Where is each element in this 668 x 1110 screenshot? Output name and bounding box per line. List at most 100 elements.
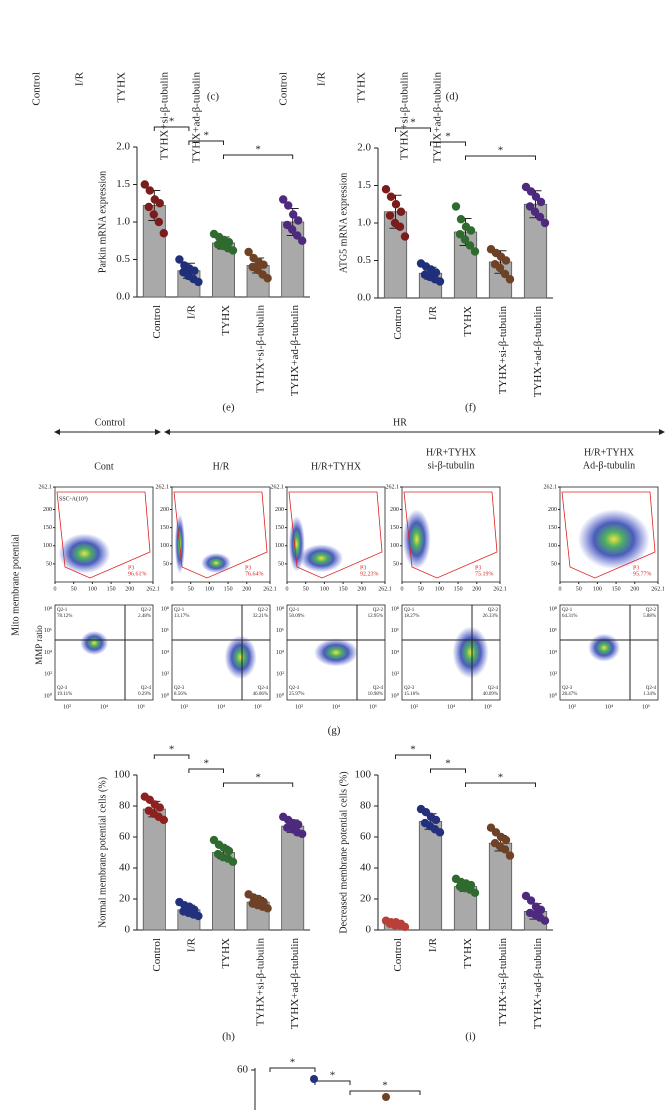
data-point (190, 266, 199, 275)
data-point (194, 277, 203, 287)
x-tick-label: 10⁶ (254, 704, 262, 710)
y-tick-label: 100 (390, 543, 399, 549)
gate-pct: 75.19% (475, 571, 494, 577)
density-cloud (58, 533, 111, 574)
data-point (435, 828, 445, 837)
x-tick-label: 10⁶ (137, 704, 145, 710)
quadrant-name: Q2-4 (488, 686, 499, 691)
quadrant-name: Q2-3 (404, 686, 415, 691)
y-tick-label: 150 (160, 525, 169, 531)
y-tick-label: 10² (44, 672, 52, 678)
y-axis-label: MMP ratio (34, 625, 44, 665)
quadrant-pct: 32.21% (253, 614, 268, 619)
category-label: I/R (316, 71, 328, 86)
x-tick-label: 262.1 (146, 586, 160, 592)
x-tick-label: 10² (568, 704, 576, 710)
y-tick-label: 200 (390, 507, 399, 513)
gate-pct: 96.61% (128, 571, 147, 577)
y-tick-label: 2.0 (357, 142, 371, 154)
quadrant-pct: 12.95% (368, 614, 383, 619)
y-tick-label: 20 (119, 893, 131, 905)
data-point (284, 201, 293, 210)
x-tick-label: 10² (410, 704, 418, 710)
data-point (466, 226, 476, 235)
quadrant-name: Q2-3 (57, 686, 68, 691)
category-label: TYHX+ad-β-tubulin (532, 306, 544, 398)
y-tick-label: 200 (275, 507, 284, 513)
x-tick-label: 10⁴ (217, 704, 225, 710)
data-point (288, 225, 297, 234)
significance-label: * (498, 145, 504, 157)
data-point (391, 200, 401, 209)
data-point (386, 192, 396, 201)
category-label: TYHX+si-β-tubulin (497, 938, 509, 1027)
y-tick-label: 0.0 (116, 291, 130, 303)
data-point (540, 218, 550, 228)
y-tick-label: 10² (391, 672, 399, 678)
category-label: Control (392, 938, 404, 972)
data-point (400, 922, 410, 932)
quadrant-name: Q2-2 (141, 608, 152, 613)
significance-bracket (395, 127, 431, 132)
y-tick-label: 0.5 (116, 253, 130, 265)
y-tick-label: 10⁸ (276, 606, 284, 612)
y-tick-label: 50 (551, 561, 557, 567)
data-point (460, 235, 470, 244)
y-tick-label: 10⁴ (161, 650, 169, 656)
side-label: Mito membrane potential (10, 534, 21, 636)
data-point (382, 1093, 390, 1101)
y-tick-label: 40 (119, 862, 131, 874)
quadrant-name: Q2-2 (488, 608, 499, 613)
x-tick-label: 262.1 (651, 586, 665, 592)
y-tick-label: 10⁴ (549, 650, 557, 656)
data-point (540, 916, 550, 925)
x-tick-label: 10² (180, 704, 188, 710)
density-cloud (299, 544, 344, 573)
significance-bracket (223, 782, 294, 787)
x-tick-label: 262.1 (493, 586, 507, 592)
data-point (501, 835, 511, 845)
y-tick-label: 10⁶ (549, 628, 557, 634)
panel-label: (c) (207, 91, 220, 103)
significance-bracket (430, 768, 466, 773)
data-point (298, 829, 307, 839)
data-point (505, 851, 515, 860)
significance-label: * (445, 758, 451, 770)
data-point (431, 815, 441, 825)
data-point (495, 263, 505, 273)
significance-label: * (203, 130, 209, 142)
data-point (145, 186, 154, 195)
category-label: TYHX+si-β-tubulin (497, 306, 509, 395)
category-label: TYHX+ad-β-tubulin (289, 938, 301, 1030)
y-axis-label: Parkin mRNA expression (97, 171, 108, 273)
group-label: Control (95, 417, 126, 428)
data-point (536, 905, 546, 915)
x-tick-label: 10⁴ (447, 704, 455, 710)
significance-label: * (203, 758, 209, 770)
data-point (228, 857, 238, 866)
panel-label: (g) (328, 725, 341, 737)
gate (56, 491, 151, 579)
panel-label: (i) (465, 1031, 476, 1043)
gate-label: P3 (128, 565, 134, 571)
y-tick-label: 1.0 (116, 216, 130, 228)
y-tick-label: 80 (119, 800, 131, 812)
significance-bracket (465, 155, 536, 160)
x-tick-label: 50 (576, 586, 582, 592)
category-label: TYHX+ad-β-tubulin (432, 72, 444, 164)
quadrant-pct: 28.47% (562, 692, 577, 697)
y-axis-label: Normal membrane potential cells (%) (97, 777, 108, 928)
significance-bracket (153, 126, 190, 131)
y-tick-label: 262.1 (386, 484, 400, 490)
quadrant-name: Q2-1 (174, 608, 185, 613)
data-point (530, 207, 540, 216)
density-cloud (452, 626, 489, 679)
y-tick-label: 10⁰ (44, 692, 53, 699)
y-tick-label: 10⁶ (276, 628, 284, 634)
data-point (470, 247, 480, 256)
data-point (310, 1075, 318, 1083)
y-tick-label: 10⁰ (161, 692, 170, 699)
y-tick-label: 10⁸ (161, 606, 169, 612)
significance-bracket (465, 782, 536, 787)
